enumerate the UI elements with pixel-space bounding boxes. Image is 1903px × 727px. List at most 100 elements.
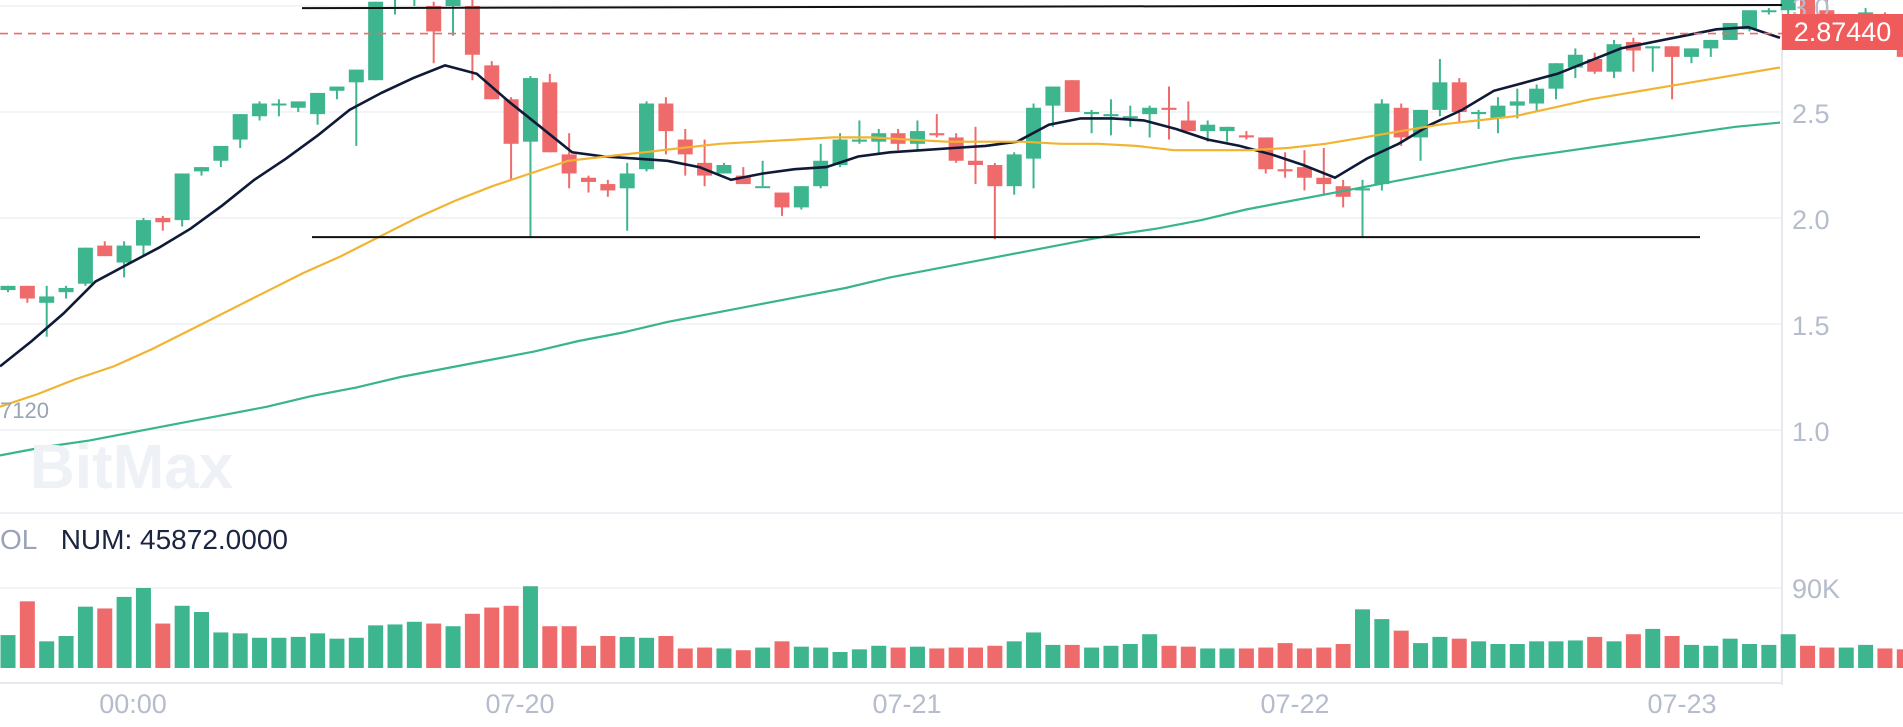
volume-bar (755, 647, 771, 668)
volume-bar (0, 635, 16, 668)
volume-bar (1587, 636, 1603, 668)
candle-body (1471, 112, 1487, 115)
volume-bar (851, 649, 867, 668)
volume-bar (213, 632, 229, 668)
candle-body (1800, 0, 1816, 17)
y-tick-label: 1.0 (1792, 417, 1830, 447)
volume-bar (735, 650, 751, 668)
candle-body (619, 173, 635, 189)
volume-bar (1316, 647, 1332, 668)
volume-bar (677, 648, 693, 668)
candle-body (1355, 188, 1370, 191)
volume-bar (1335, 644, 1351, 668)
candle-body (909, 131, 925, 144)
candle-body (1084, 112, 1100, 115)
volume-bar (1103, 645, 1119, 668)
candle-body (1761, 10, 1777, 13)
candle-body (1664, 46, 1680, 57)
volume-bar (406, 621, 422, 668)
volume-bar (387, 624, 403, 668)
ma-short-line (0, 25, 1781, 368)
candle-body (1122, 116, 1138, 119)
candle-body (19, 285, 35, 299)
candle-body (232, 114, 248, 140)
candle-body (77, 247, 93, 284)
volume-bar (1451, 638, 1467, 668)
volume-bar (1238, 648, 1254, 668)
volume-bar (600, 636, 616, 668)
candle-body (1742, 10, 1757, 30)
volume-bar (561, 626, 577, 668)
volume-bar (135, 588, 151, 668)
volume-bar (1064, 644, 1080, 668)
candle-body (561, 154, 577, 174)
candle-body (1451, 82, 1467, 112)
y-tick-label: 1.5 (1792, 311, 1830, 341)
candle-body (1587, 59, 1603, 72)
candle-body (1238, 135, 1254, 138)
y-tick-label: 2.5 (1792, 99, 1830, 129)
watermark: BitMax (30, 433, 234, 502)
volume-bar (1277, 643, 1293, 668)
volume-bar (1084, 647, 1100, 668)
candle-body (1180, 120, 1196, 132)
volume-bar (1258, 647, 1274, 668)
volume-bar (987, 645, 1003, 668)
volume-bar (1045, 644, 1061, 668)
volume-bar (19, 601, 35, 668)
volume-bar (697, 647, 713, 668)
candle-body (600, 184, 616, 191)
volume-bar (581, 645, 596, 668)
volume-bar (1858, 644, 1874, 668)
candle-body (1780, 0, 1796, 11)
trendlines (0, 3, 1783, 239)
volume-bar (194, 612, 209, 668)
candle-body (1064, 80, 1080, 112)
candle-body (1703, 39, 1719, 49)
volume-bar (1664, 636, 1680, 668)
volume-bar (1180, 646, 1196, 668)
volume-bar (77, 606, 93, 668)
volume-bar (1645, 628, 1661, 668)
volume-bar (813, 647, 829, 668)
candle-body (968, 160, 983, 165)
volume-bar (619, 636, 635, 668)
x-tick-label: 07-23 (1647, 689, 1716, 719)
candle-body (851, 139, 867, 142)
volume-bar (1567, 640, 1583, 668)
candle-body (97, 245, 113, 257)
volume-legend-label: NUM: 45872.0000 (60, 524, 288, 555)
candle-body (1529, 88, 1545, 104)
candle-body (290, 101, 306, 108)
volume-bar (1161, 645, 1177, 668)
resistance-trendline (301, 3, 1783, 10)
volume-bar (232, 633, 248, 668)
candle-body (1432, 82, 1448, 110)
candle-body (1103, 114, 1119, 117)
volume-bar (1471, 641, 1487, 668)
candle-body (348, 69, 364, 83)
volume-bar (445, 626, 461, 668)
volume-bar (1742, 644, 1757, 668)
candle-body (581, 177, 596, 182)
volume-bar (1296, 648, 1312, 668)
volume-tick-label: 90K (1792, 574, 1840, 604)
candle-body (1142, 107, 1158, 115)
candle-body (735, 175, 751, 185)
volume-bar (1625, 634, 1641, 668)
volume-bar (1219, 648, 1235, 668)
candle-body (368, 1, 384, 81)
volume-bar (1026, 632, 1042, 668)
volume-bar (484, 607, 500, 668)
candle-body (116, 245, 132, 263)
candle-body (155, 218, 171, 223)
volume-bar (1122, 644, 1138, 668)
candle-body (1219, 126, 1235, 132)
volume-bar (290, 636, 306, 668)
candle-body (1316, 177, 1332, 185)
candle-body (1374, 103, 1390, 185)
candle-body (252, 103, 268, 117)
volume-bar (890, 647, 906, 668)
candle-body (1277, 169, 1293, 172)
volume-bar (1509, 644, 1525, 668)
